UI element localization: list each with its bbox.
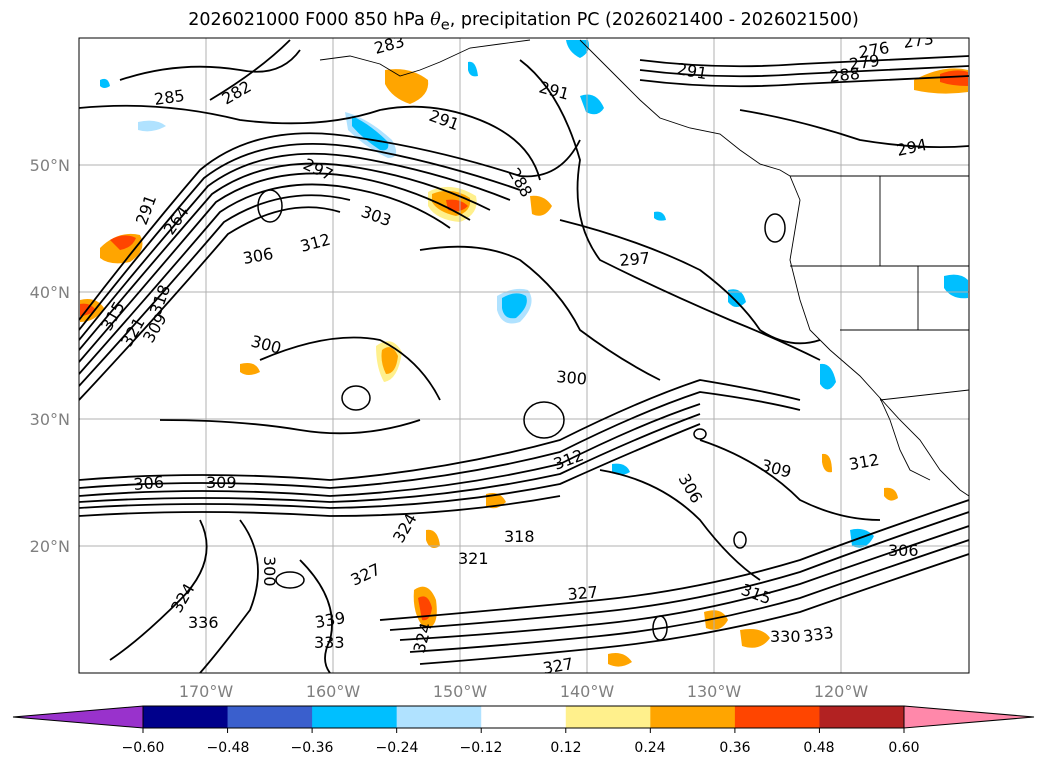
- contour-label: 318: [504, 527, 535, 546]
- lon-label: 170°W: [179, 682, 234, 701]
- colorbar-tick-label: 0.24: [634, 740, 665, 756]
- lat-label: 30°N: [30, 410, 70, 429]
- colorbar-segment: [565, 706, 651, 728]
- colorbar-tick-label: −0.60: [122, 740, 165, 756]
- contour-label: 306: [888, 541, 919, 560]
- colorbar-tick-label: 0.48: [803, 740, 834, 756]
- lat-label: 40°N: [30, 283, 70, 302]
- colorbar-segment: [396, 706, 482, 728]
- contour-label: 336: [188, 613, 219, 632]
- colorbar-frame: [142, 705, 905, 729]
- colorbar-tick-label: −0.36: [291, 740, 334, 756]
- contour-label: 297: [619, 248, 651, 270]
- plot-title: 2026021000 F000 850 hPa θe, precipitatio…: [188, 10, 859, 34]
- colorbar-tick-labels: −0.60 −0.48 −0.36 −0.24 −0.12 0.12 0.24 …: [122, 740, 920, 756]
- colorbar-segment: [143, 706, 229, 728]
- contour-label: 330: [770, 627, 801, 646]
- colorbar-tick-label: −0.24: [376, 740, 419, 756]
- colorbar-tick-label: −0.12: [460, 740, 503, 756]
- colorbar-segment: [481, 706, 567, 728]
- contour-label: 285: [153, 86, 186, 109]
- precip-shading: [80, 40, 968, 667]
- colorbar-segment: [734, 706, 820, 728]
- colorbar: −0.60 −0.48 −0.36 −0.24 −0.12 0.12 0.24 …: [12, 705, 1035, 756]
- lat-label: 20°N: [30, 537, 70, 556]
- colorbar-segment: [650, 706, 736, 728]
- graticule: [79, 38, 969, 673]
- contour-label: 327: [567, 582, 599, 604]
- contour-label: 300: [260, 556, 279, 587]
- theta-e-contours: [79, 39, 969, 673]
- contour-label: 333: [314, 633, 345, 652]
- lon-label: 140°W: [560, 682, 615, 701]
- map-panel: 285 282 283 291 291 276 273 279 288 294 …: [79, 29, 969, 678]
- colorbar-tick-label: 0.12: [550, 740, 581, 756]
- colorbar-segment: [312, 706, 398, 728]
- contour-label: 306: [133, 472, 165, 494]
- contour-label: 321: [458, 549, 489, 568]
- colorbar-extend-high: [904, 706, 1034, 728]
- colorbar-extend-low: [13, 706, 143, 728]
- colorbar-segment: [227, 706, 313, 728]
- closed-contours: [257, 189, 786, 641]
- colorbar-tick-label: 0.60: [888, 740, 919, 756]
- colorbar-tick-label: 0.36: [719, 740, 750, 756]
- contour-label: 273: [902, 29, 935, 52]
- colorbar-tick-label: −0.48: [207, 740, 250, 756]
- contour-label: 276: [857, 38, 890, 62]
- map-frame: [78, 37, 970, 674]
- lon-label: 120°W: [814, 682, 869, 701]
- longitude-labels: 170°W 160°W 150°W 140°W 130°W 120°W: [179, 682, 869, 701]
- contour-label: 327: [541, 654, 574, 678]
- contour-label: 288: [828, 64, 860, 86]
- contour-label: 279: [848, 51, 881, 74]
- coastlines: [319, 39, 969, 497]
- colorbar-segment: [819, 706, 905, 728]
- lon-label: 130°W: [687, 682, 742, 701]
- lat-label: 50°N: [30, 156, 70, 175]
- contour-label: 300: [556, 367, 588, 389]
- contour-label: 333: [802, 623, 835, 646]
- contour-label: 309: [206, 473, 237, 492]
- lon-label: 160°W: [306, 682, 361, 701]
- latitude-labels: 50°N 40°N 30°N 20°N: [30, 156, 70, 556]
- lon-label: 150°W: [433, 682, 488, 701]
